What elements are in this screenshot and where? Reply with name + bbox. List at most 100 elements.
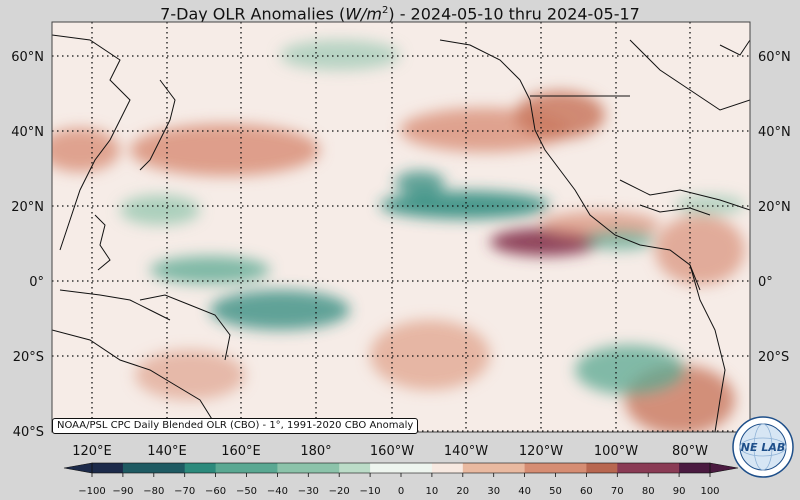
anomaly-negative-bering: [280, 40, 400, 70]
anomaly-positive-central-america: [655, 215, 745, 285]
latitude-labels-right: 60°N 40°N 20°N 0° 20°S: [758, 50, 791, 365]
colorbar-tick-label: −30: [298, 486, 319, 497]
title-prefix: 7-Day OLR Anomalies (: [160, 4, 346, 24]
lon-label: 140°E: [147, 444, 187, 459]
colorbar-tick-label: 50: [549, 486, 562, 497]
anomaly-positive-south-pacific: [370, 320, 490, 390]
lon-label: 120°W: [519, 444, 563, 459]
psl-logo: NE LAB: [732, 416, 794, 478]
anomaly-negative-south-pacific: [210, 290, 350, 330]
south-america-coastline: [689, 264, 726, 432]
title-suffix: ) - 2024-05-10 thru 2024-05-17: [388, 4, 640, 24]
longitude-labels: 120°E 140°E 160°E 180° 160°W 140°W 120°W 100°W 8…: [72, 444, 708, 459]
colorbar-tick-label: −20: [329, 486, 350, 497]
anomaly-positive-australia: [135, 350, 245, 400]
hudson-coastline: [719, 39, 750, 56]
colorbar-tick-label: 100: [700, 486, 719, 497]
lat-label-right: 40°N: [758, 125, 791, 140]
canada-coastline: [629, 39, 750, 111]
anomaly-negative-philippine-sea: [120, 195, 200, 225]
colorbar-segment: [215, 463, 247, 473]
page-title: 7-Day OLR Anomalies (W/m2) - 2024-05-10 …: [0, 0, 800, 24]
colorbar-segment: [648, 463, 680, 473]
japan-coastline: [139, 79, 176, 171]
colorbar-segment: [153, 463, 186, 473]
colorbar-segment: [679, 463, 711, 473]
anomaly-positive-california: [515, 91, 605, 139]
anomaly-negative-southeast-pacific: [575, 345, 685, 395]
colorbar-tick-label: 60: [580, 486, 593, 497]
anomaly-field: [52, 40, 745, 432]
colorbar-segment: [277, 463, 309, 473]
colorbar-segment: [184, 463, 217, 473]
colorbar-tick-label: 90: [673, 486, 686, 497]
colorbar-segment: [462, 463, 495, 473]
colorbar-segment: [92, 463, 124, 473]
colorbar-tick-label: −10: [360, 486, 381, 497]
anomaly-positive-china: [52, 128, 120, 172]
colorbar-tick-label: −50: [236, 486, 257, 497]
lat-label-right: 20°N: [758, 200, 791, 215]
colorbar-segment: [555, 463, 587, 473]
logo-text: NE LAB: [741, 441, 785, 454]
anomaly-negative-hawaii: [395, 171, 445, 195]
lon-label: 100°W: [594, 444, 638, 459]
colorbar-tick-label: 30: [487, 486, 500, 497]
asia-coastline: [52, 34, 131, 251]
lon-label: 180°: [300, 444, 331, 459]
lat-label-left: 20°S: [13, 350, 44, 365]
colorbar-segment: [308, 463, 340, 473]
colorbar-tick-label: −60: [205, 486, 226, 497]
colorbar: [63, 462, 739, 474]
anomaly-negative-central-pacific: [380, 191, 550, 219]
colorbar-segment: [524, 463, 556, 473]
lat-label-right: 0°: [758, 275, 773, 290]
colorbar-tick-label: −80: [143, 486, 164, 497]
gridlines: [52, 22, 750, 432]
colorbar-tick-label: 20: [456, 486, 469, 497]
lat-label-left: 0°: [29, 275, 44, 290]
colorbar-tick-label: 0: [398, 486, 404, 497]
colorbar-ticks: −100 −90 −80 −70 −60 −50 −40 −30 −20 −10 0 10 20 30 40…: [78, 473, 720, 497]
colorbar-tick-label: 70: [611, 486, 624, 497]
north-america-coastline: [439, 39, 701, 291]
colorbar-segment: [339, 463, 371, 473]
lat-label-right: 20°S: [758, 350, 789, 365]
philippines-coastline: [94, 214, 111, 271]
colorbar-tick-label: 80: [642, 486, 655, 497]
lon-label: 80°W: [672, 444, 708, 459]
latitude-labels-left: 60°N 40°N 20°N 0° 20°S 40°S: [11, 50, 44, 440]
colorbar-tick-label: 40: [518, 486, 531, 497]
colorbar-segment: [617, 463, 649, 473]
lat-label-left: 20°N: [11, 200, 44, 215]
anomaly-negative-west-pacific: [150, 256, 270, 284]
colorbar-segment: [122, 463, 155, 473]
cuba-coastline: [639, 204, 711, 216]
colorbar-segment: [586, 463, 618, 473]
colorbar-segment: [493, 463, 526, 473]
colorbar-tick-label: −100: [78, 486, 105, 497]
lat-label-right: 60°N: [758, 50, 791, 65]
new-guinea-coastline: [139, 294, 231, 361]
colorbar-min-extension: [63, 462, 93, 474]
colorbar-tick-label: −70: [174, 486, 195, 497]
indonesia-coastline: [59, 289, 171, 321]
coastlines: [52, 34, 750, 432]
anomaly-negative-caribbean: [675, 195, 745, 215]
gulf-coastline: [619, 179, 750, 211]
data-source-credit: NOAA/PSL CPC Daily Blended OLR (CBO) - 1…: [52, 418, 419, 434]
lat-label-left: 60°N: [11, 50, 44, 65]
colorbar-tick-label: 10: [426, 486, 439, 497]
lon-label: 140°W: [444, 444, 488, 459]
colorbar-tick-label: −90: [112, 486, 133, 497]
colorbar-segment: [431, 463, 464, 473]
lat-label-left: 40°S: [13, 425, 44, 440]
lon-label: 120°E: [72, 444, 112, 459]
australia-coastline: [52, 329, 221, 432]
title-unit: W/m: [345, 4, 382, 24]
colorbar-segment: [246, 463, 278, 473]
title-unit-exponent: 2: [381, 5, 389, 16]
lon-label: 160°W: [370, 444, 414, 459]
lat-label-left: 40°N: [11, 125, 44, 140]
anomaly-negative-near-panama: [585, 230, 655, 250]
